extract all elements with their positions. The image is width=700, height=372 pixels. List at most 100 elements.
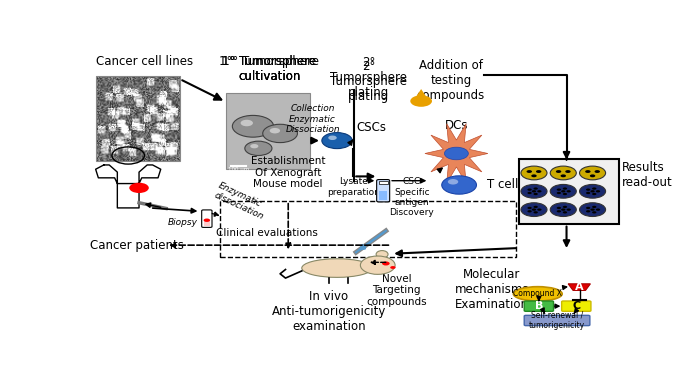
Circle shape (586, 207, 590, 209)
Circle shape (563, 211, 567, 214)
FancyBboxPatch shape (561, 301, 591, 311)
Circle shape (442, 176, 477, 194)
Polygon shape (568, 284, 590, 291)
Circle shape (360, 256, 395, 275)
Text: CSCs: CSCs (356, 121, 386, 134)
Circle shape (580, 166, 606, 180)
Circle shape (592, 187, 596, 190)
Circle shape (590, 190, 595, 192)
Text: A: A (575, 282, 584, 292)
Text: Cancer patients: Cancer patients (90, 239, 184, 251)
Circle shape (556, 210, 561, 212)
Circle shape (566, 190, 571, 192)
Circle shape (521, 203, 547, 217)
Circle shape (448, 179, 458, 185)
FancyBboxPatch shape (202, 210, 212, 227)
Text: 1° Tumorsphere
cultivation: 1° Tumorsphere cultivation (222, 55, 316, 83)
Text: T cells: T cells (487, 179, 525, 192)
Text: DCs: DCs (444, 119, 468, 132)
Circle shape (262, 124, 298, 142)
Circle shape (232, 115, 274, 137)
Circle shape (594, 170, 600, 173)
Circle shape (596, 208, 600, 211)
Circle shape (590, 208, 595, 211)
Circle shape (556, 189, 561, 191)
Circle shape (563, 193, 567, 195)
Text: Clinical evaluations: Clinical evaluations (216, 228, 318, 238)
Circle shape (586, 189, 590, 191)
Text: Results
read-out: Results read-out (622, 161, 673, 189)
Circle shape (382, 262, 390, 266)
Circle shape (531, 174, 537, 177)
Circle shape (251, 144, 258, 148)
Circle shape (563, 187, 567, 190)
Circle shape (580, 185, 606, 198)
Circle shape (550, 166, 576, 180)
Circle shape (270, 128, 280, 134)
Circle shape (586, 210, 590, 212)
Text: 2°
Tumorsphere
plating: 2° Tumorsphere plating (330, 60, 407, 103)
Circle shape (590, 174, 595, 177)
Text: Addition of
testing
compounds: Addition of testing compounds (417, 59, 485, 102)
Ellipse shape (302, 259, 372, 278)
Circle shape (533, 211, 538, 214)
Circle shape (550, 185, 576, 198)
Circle shape (561, 174, 566, 177)
Text: 100 μm: 100 μm (228, 167, 249, 172)
Circle shape (556, 207, 561, 209)
Circle shape (533, 187, 538, 190)
Circle shape (322, 132, 352, 149)
Circle shape (556, 170, 561, 173)
Circle shape (561, 208, 566, 211)
Circle shape (521, 185, 547, 198)
Circle shape (527, 210, 532, 212)
Text: Establishment
Of Xenograft
Mouse model: Establishment Of Xenograft Mouse model (251, 156, 326, 189)
FancyBboxPatch shape (524, 301, 554, 311)
Circle shape (204, 218, 210, 222)
Bar (379, 181, 388, 183)
Ellipse shape (513, 287, 562, 301)
Circle shape (550, 203, 576, 217)
Circle shape (533, 193, 538, 195)
Circle shape (566, 170, 570, 173)
Circle shape (533, 206, 538, 208)
Text: Self-renewal /
tumorigenicity: Self-renewal / tumorigenicity (528, 311, 584, 330)
Polygon shape (414, 89, 428, 99)
Circle shape (596, 190, 600, 192)
Text: Biopsy: Biopsy (167, 218, 197, 227)
Circle shape (410, 95, 432, 107)
Bar (379, 192, 387, 201)
Circle shape (532, 190, 536, 192)
Circle shape (521, 166, 547, 180)
Circle shape (585, 170, 591, 173)
Text: Enzymatic
dissociation: Enzymatic dissociation (212, 181, 269, 221)
Circle shape (130, 183, 149, 193)
Circle shape (241, 120, 253, 126)
Text: 2°
Tumorsphere
plating: 2° Tumorsphere plating (330, 56, 407, 99)
Circle shape (328, 135, 337, 140)
Text: Collection
Enzymatic
Dissociation: Collection Enzymatic Dissociation (286, 104, 340, 134)
Text: B: B (535, 301, 543, 311)
Circle shape (532, 208, 536, 211)
Circle shape (586, 192, 590, 194)
Text: Molecular
mechanisms
Examination: Molecular mechanisms Examination (454, 268, 529, 311)
Text: Cancer cell lines: Cancer cell lines (96, 55, 192, 68)
Text: C: C (572, 301, 580, 311)
Circle shape (592, 193, 596, 195)
Text: Novel
Targeting
compounds: Novel Targeting compounds (366, 274, 427, 307)
Circle shape (563, 206, 567, 208)
Bar (96, 76, 180, 161)
Circle shape (592, 206, 596, 208)
Circle shape (390, 266, 395, 269)
Text: 1° Tumorsphere
cultivation: 1° Tumorsphere cultivation (222, 55, 316, 83)
Bar (519, 159, 619, 224)
Polygon shape (425, 124, 488, 183)
Circle shape (556, 192, 561, 194)
Circle shape (527, 207, 532, 209)
Circle shape (527, 189, 532, 191)
Circle shape (580, 203, 606, 217)
Circle shape (536, 170, 541, 173)
Circle shape (592, 211, 596, 214)
Text: In vivo
Anti-tumorigenicity
examination: In vivo Anti-tumorigenicity examination (272, 289, 386, 333)
Circle shape (527, 192, 532, 194)
